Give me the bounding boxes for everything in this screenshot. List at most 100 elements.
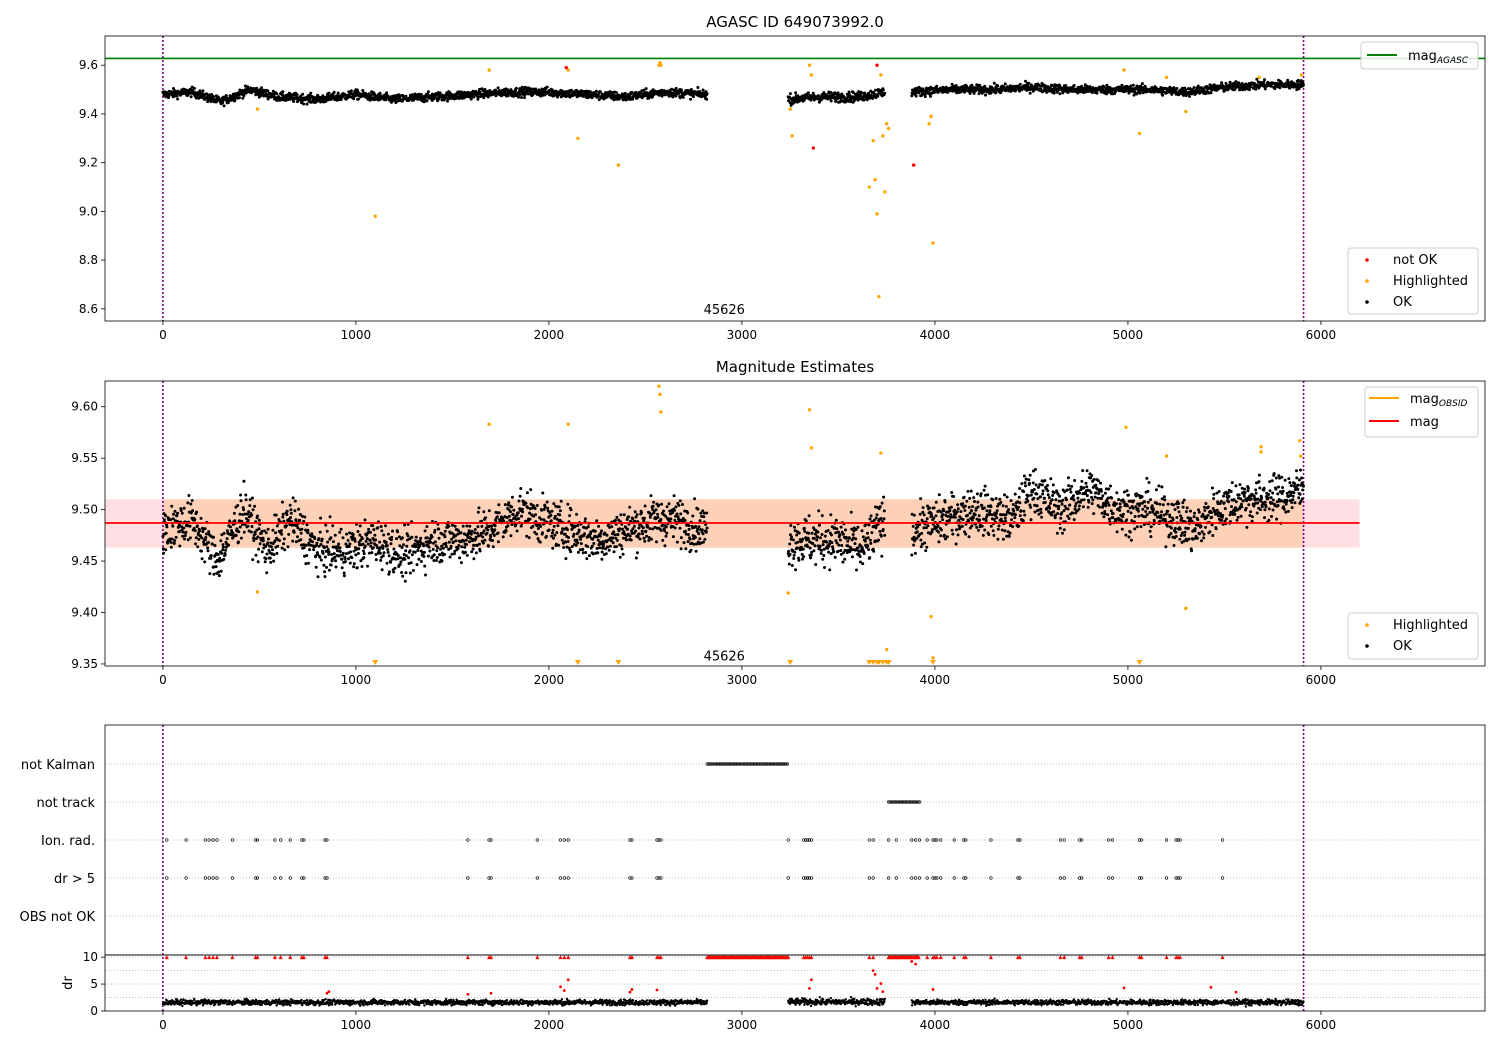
ok-point: [643, 539, 647, 543]
ok-point: [600, 550, 604, 554]
ok-point: [595, 519, 599, 523]
ok-point: [937, 493, 941, 497]
ok-point: [205, 92, 209, 96]
ok-point: [1061, 91, 1065, 95]
ok-point: [489, 535, 493, 539]
ok-point: [701, 88, 705, 92]
ok-point: [175, 514, 179, 518]
ok-point: [299, 531, 303, 535]
ok-point: [1138, 91, 1142, 95]
ok-point: [566, 502, 570, 506]
ok-point: [176, 511, 180, 515]
ok-point: [1023, 513, 1027, 517]
ok-point: [848, 536, 851, 540]
ok-point: [358, 533, 362, 537]
ok-point: [874, 88, 877, 92]
ok-point: [219, 539, 223, 543]
ok-point: [476, 531, 479, 535]
ok-point: [443, 552, 446, 556]
ok-point: [1301, 83, 1305, 87]
ok-point: [635, 551, 639, 555]
ok-point: [302, 102, 306, 106]
ok-point: [1177, 93, 1181, 97]
highlighted-point: [1257, 75, 1261, 80]
ok-point: [973, 513, 977, 517]
ok-point: [233, 99, 237, 103]
ok-point: [502, 519, 506, 523]
ok-point: [550, 531, 554, 535]
ok-point: [454, 539, 458, 543]
ok-point: [657, 503, 661, 507]
ok-point: [232, 511, 236, 515]
ok-point: [480, 524, 484, 528]
ok-point: [385, 544, 389, 548]
ok-point: [677, 503, 681, 507]
highlighted-point: [931, 241, 935, 245]
ok-point: [829, 91, 833, 94]
ok-point: [792, 557, 796, 560]
ok-point: [553, 533, 557, 537]
ok-point: [382, 533, 386, 537]
ok-point: [948, 509, 952, 513]
ok-point: [950, 528, 954, 532]
ok-point: [206, 540, 210, 544]
ok-point: [637, 526, 641, 530]
ok-point: [321, 551, 325, 555]
ok-point: [244, 498, 248, 502]
ok-point: [196, 93, 200, 97]
ok-point: [910, 553, 914, 557]
ok-point: [288, 503, 292, 507]
ok-point: [689, 97, 693, 101]
ok-point: [344, 93, 347, 97]
ok-point: [187, 494, 191, 497]
ok-point: [1022, 474, 1026, 478]
ok-point: [1027, 478, 1031, 482]
ok-point: [552, 502, 556, 506]
ok-point: [332, 552, 336, 556]
ok-point: [497, 503, 501, 507]
ok-point: [456, 546, 460, 550]
ok-point: [255, 86, 259, 90]
ok-point: [962, 495, 966, 499]
ok-point: [242, 530, 246, 534]
ok-point: [868, 517, 872, 521]
ok-point: [531, 524, 535, 528]
ok-point: [867, 548, 871, 551]
ok-point: [823, 566, 826, 569]
ok-point: [801, 547, 805, 551]
y-tick-label: 9.6: [79, 58, 98, 72]
ok-point: [251, 508, 255, 512]
ok-point: [366, 542, 370, 546]
ok-point: [253, 504, 257, 508]
ok-point: [195, 510, 199, 514]
ok-point: [1120, 83, 1124, 87]
ok-point: [430, 535, 434, 539]
ok-point: [990, 513, 994, 517]
ok-point: [844, 528, 847, 532]
ok-point: [1009, 499, 1013, 503]
ok-point: [572, 532, 576, 536]
ok-point: [807, 531, 811, 535]
ok-point: [555, 531, 559, 535]
ok-point: [975, 492, 979, 496]
ok-point: [970, 509, 973, 513]
ok-point: [1001, 537, 1005, 541]
ok-point: [969, 489, 973, 493]
ok-point: [198, 529, 202, 533]
ok-point: [948, 518, 951, 522]
ok-point: [881, 88, 885, 92]
ok-point: [1021, 519, 1025, 523]
ok-point: [876, 94, 880, 98]
ok-point: [369, 541, 373, 545]
ok-point: [975, 525, 979, 529]
ok-point: [468, 540, 471, 544]
ok-point: [631, 517, 635, 521]
ok-point: [801, 537, 805, 541]
ok-point: [362, 552, 366, 556]
ok-point: [472, 543, 476, 547]
highlighted-point: [1122, 68, 1126, 72]
ok-point: [250, 496, 254, 500]
ok-point: [664, 534, 668, 538]
ok-point: [496, 531, 500, 535]
ok-point: [982, 506, 986, 510]
